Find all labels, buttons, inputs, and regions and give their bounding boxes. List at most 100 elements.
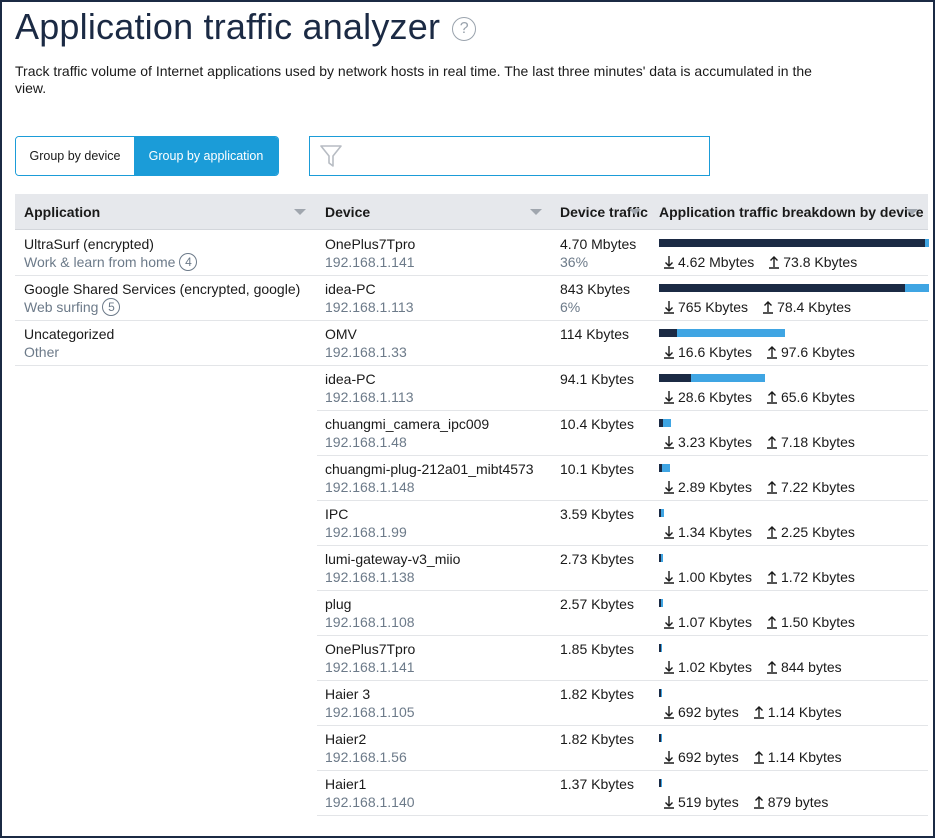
- download-bar-segment: [659, 464, 662, 472]
- column-header-application[interactable]: Application: [24, 204, 101, 220]
- sort-arrow-icon[interactable]: [530, 209, 542, 215]
- application-category: Other: [24, 343, 314, 361]
- table-row[interactable]: OnePlus7Tpro 192.168.1.141 1.85 Kbytes 1.02…: [15, 636, 928, 681]
- upload-bar-segment: [905, 284, 929, 292]
- download-arrow-icon: [663, 705, 675, 719]
- download-value: 1.00 Kbytes: [678, 569, 752, 585]
- download-bar-segment: [659, 419, 663, 427]
- upload-arrow-icon: [766, 390, 778, 404]
- table-row[interactable]: chuangmi-plug-212a01_mibt4573 192.168.1.1…: [15, 456, 928, 501]
- upload-arrow-icon: [753, 705, 765, 719]
- download-value: 519 bytes: [678, 794, 739, 810]
- table-row[interactable]: Haier1 192.168.1.140 1.37 Kbytes 519 bytes 8…: [15, 771, 928, 816]
- breakdown-values: 2.89 Kbytes 7.22 Kbytes: [659, 478, 929, 496]
- sort-arrow-icon[interactable]: [906, 209, 918, 215]
- traffic-bar: [659, 419, 929, 427]
- table-row[interactable]: Haier2 192.168.1.56 1.82 Kbytes 692 bytes 1.…: [15, 726, 928, 771]
- device-name: lumi-gateway-v3_miio: [325, 551, 461, 567]
- traffic-bar: [659, 284, 929, 292]
- application-cell: Google Shared Services (encrypted, googl…: [24, 280, 314, 316]
- category-label: Other: [24, 344, 60, 360]
- device-cell: Haier1 192.168.1.140: [325, 775, 555, 811]
- download-bar-segment: [659, 554, 661, 562]
- device-ip: 192.168.1.48: [325, 434, 407, 450]
- filter-input[interactable]: [348, 138, 709, 174]
- device-traffic-percent: 36%: [560, 254, 589, 270]
- breakdown-cell: 765 Kbytes 78.4 Kbytes: [659, 284, 929, 316]
- breakdown-values: 1.07 Kbytes 1.50 Kbytes: [659, 613, 929, 631]
- breakdown-cell: 3.23 Kbytes 7.18 Kbytes: [659, 419, 929, 451]
- upload-arrow-icon: [768, 255, 780, 269]
- sort-arrow-icon[interactable]: [629, 209, 641, 215]
- table-row[interactable]: plug 192.168.1.108 2.57 Kbytes 1.07 Kbytes 1…: [15, 591, 928, 636]
- upload-arrow-icon: [766, 435, 778, 449]
- filter-icon: [320, 144, 342, 168]
- help-icon[interactable]: ?: [452, 17, 477, 41]
- table-row[interactable]: UltraSurf (encrypted) Work & learn from h…: [15, 231, 929, 276]
- sort-arrow-icon[interactable]: [294, 209, 306, 215]
- download-bar-segment: [659, 509, 661, 517]
- download-value: 1.07 Kbytes: [678, 614, 752, 630]
- download-value: 692 bytes: [678, 749, 739, 765]
- breakdown-values: 16.6 Kbytes 97.6 Kbytes: [659, 343, 929, 361]
- download-value: 1.02 Kbytes: [678, 659, 752, 675]
- device-ip: 192.168.1.140: [325, 794, 415, 810]
- device-traffic-value: 1.85 Kbytes: [560, 641, 634, 657]
- breakdown-cell: 1.00 Kbytes 1.72 Kbytes: [659, 554, 929, 586]
- upload-arrow-icon: [766, 525, 778, 539]
- device-name: OnePlus7Tpro: [325, 641, 416, 657]
- download-arrow-icon: [663, 615, 675, 629]
- category-label: Work & learn from home: [24, 254, 176, 270]
- download-bar-segment: [659, 779, 661, 787]
- application-category: Web surfing 5: [24, 298, 314, 316]
- download-value: 765 Kbytes: [678, 299, 749, 315]
- traffic-cell: 4.70 Mbytes 36%: [560, 235, 655, 271]
- application-name: Uncategorized: [24, 326, 115, 342]
- upload-bar-segment: [661, 644, 662, 652]
- table-row[interactable]: chuangmi_camera_ipc009 192.168.1.48 10.4 K…: [15, 411, 928, 456]
- device-traffic-value: 2.57 Kbytes: [560, 596, 634, 612]
- breakdown-cell: 28.6 Kbytes 65.6 Kbytes: [659, 374, 929, 406]
- download-bar-segment: [659, 599, 661, 607]
- column-header-breakdown[interactable]: Application traffic breakdown by device: [659, 204, 924, 220]
- traffic-cell: 843 Kbytes 6%: [560, 280, 655, 316]
- table-row[interactable]: lumi-gateway-v3_miio 192.168.1.138 2.73 Kb…: [15, 546, 928, 591]
- table-row[interactable]: Uncategorized Other OMV 192.168.1.33 114 Kby…: [15, 321, 928, 366]
- device-name: chuangmi_camera_ipc009: [325, 416, 490, 432]
- column-header-device[interactable]: Device: [325, 204, 371, 220]
- device-ip: 192.168.1.113: [325, 389, 414, 405]
- traffic-bar: [659, 554, 929, 562]
- traffic-cell: 10.1 Kbytes: [560, 460, 655, 478]
- device-traffic-value: 4.70 Mbytes: [560, 236, 637, 252]
- table-row[interactable]: IPC 192.168.1.99 3.59 Kbytes 1.34 Kbytes 2.2…: [15, 501, 928, 546]
- traffic-bar: [659, 374, 929, 382]
- group-by-device-button[interactable]: Group by device: [16, 137, 134, 175]
- column-header-device-traffic[interactable]: Device traffic: [560, 204, 648, 220]
- breakdown-values: 28.6 Kbytes 65.6 Kbytes: [659, 388, 929, 406]
- device-traffic-value: 10.1 Kbytes: [560, 461, 634, 477]
- upload-bar-segment: [661, 779, 662, 787]
- breakdown-values: 1.02 Kbytes 844 bytes: [659, 658, 929, 676]
- traffic-cell: 114 Kbytes: [560, 325, 655, 343]
- table-row[interactable]: idea-PC 192.168.1.113 94.1 Kbytes 28.6 Kbyt…: [15, 366, 928, 411]
- group-by-application-button[interactable]: Group by application: [134, 137, 278, 175]
- row-divider: [317, 500, 928, 501]
- device-name: Haier 3: [325, 686, 371, 702]
- upload-arrow-icon: [766, 615, 778, 629]
- category-label: Web surfing: [24, 299, 99, 315]
- device-name: Haier2: [325, 731, 367, 747]
- traffic-cell: 1.82 Kbytes: [560, 730, 655, 748]
- device-traffic-value: 10.4 Kbytes: [560, 416, 634, 432]
- table-row[interactable]: Haier 3 192.168.1.105 1.82 Kbytes 692 bytes…: [15, 681, 928, 726]
- upload-value: 1.72 Kbytes: [780, 569, 855, 585]
- upload-bar-segment: [691, 374, 765, 382]
- download-arrow-icon: [663, 345, 675, 359]
- traffic-bar: [659, 644, 929, 652]
- traffic-bar: [659, 509, 929, 517]
- device-ip: 192.168.1.56: [325, 749, 407, 765]
- device-name: idea-PC: [325, 281, 376, 297]
- device-ip: 192.168.1.105: [325, 704, 415, 720]
- table-row[interactable]: Google Shared Services (encrypted, googl…: [15, 276, 929, 321]
- device-cell: idea-PC 192.168.1.113: [325, 370, 555, 406]
